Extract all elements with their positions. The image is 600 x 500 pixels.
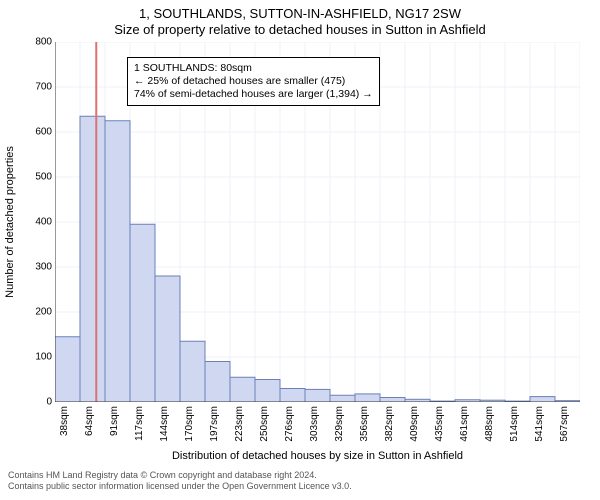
x-tick-label: 223sqm [234,406,245,442]
x-tick-label: 435sqm [434,406,445,442]
x-tick-label: 356sqm [359,406,370,442]
x-tick-label: 91sqm [109,406,120,436]
footer-line1: Contains HM Land Registry data © Crown c… [8,470,352,481]
y-tick-label: 200 [35,307,52,318]
x-tick-label: 117sqm [134,406,145,441]
x-tick-label: 303sqm [309,406,320,442]
annotation-line: 74% of semi-detached houses are larger (… [134,88,373,101]
chart-title-line1: 1, SOUTHLANDS, SUTTON-IN-ASHFIELD, NG17 … [0,6,600,21]
annotation-box: 1 SOUTHLANDS: 80sqm← 25% of detached hou… [127,57,380,106]
x-tick-label: 329sqm [334,406,345,442]
histogram-bar [80,116,105,402]
y-tick-label: 0 [46,397,52,408]
y-tick-label: 500 [35,172,52,183]
histogram-bar [355,394,380,402]
footer-line2: Contains public sector information licen… [8,481,352,492]
histogram-bar [255,380,280,403]
x-tick-label: 567sqm [559,406,570,442]
x-tick-label: 38sqm [59,406,70,436]
x-tick-label: 488sqm [484,406,495,442]
annotation-line: ← 25% of detached houses are smaller (47… [134,75,373,88]
histogram-bar [105,121,130,402]
x-tick-label: 541sqm [534,406,545,442]
y-tick-label: 300 [35,262,52,273]
y-tick-label: 800 [35,37,52,48]
histogram-bar [330,395,355,402]
x-tick-label: 276sqm [284,406,295,442]
y-axis-label: Number of detached properties [4,42,24,402]
histogram-bar [155,276,180,402]
histogram-bar [305,389,330,402]
histogram-bar [180,341,205,402]
x-tick-label: 382sqm [384,406,395,442]
histogram-bar [55,337,80,402]
x-tick-label: 197sqm [209,406,220,442]
y-tick-label: 100 [35,352,52,363]
x-tick-label: 461sqm [459,406,470,442]
y-tick-labels: 0100200300400500600700800 [34,42,54,402]
x-tick-label: 250sqm [259,406,270,442]
x-tick-label: 409sqm [409,406,420,442]
y-tick-label: 600 [35,127,52,138]
histogram-bar [230,377,255,402]
chart-plot-area: 1 SOUTHLANDS: 80sqm← 25% of detached hou… [55,42,580,402]
histogram-bar [130,224,155,402]
histogram-bar [205,362,230,403]
x-tick-labels: 38sqm 64sqm 91sqm 117sqm 144sqm 170sqm 197sqm 2… [55,402,580,450]
histogram-bar [280,389,305,403]
x-tick-label: 514sqm [509,406,520,442]
x-tick-label: 170sqm [184,406,195,442]
x-tick-label: 64sqm [84,406,95,436]
x-tick-label: 144sqm [159,406,170,442]
annotation-line: 1 SOUTHLANDS: 80sqm [134,62,373,75]
y-tick-label: 700 [35,82,52,93]
y-tick-label: 400 [35,217,52,228]
footer-attribution: Contains HM Land Registry data © Crown c… [8,470,352,492]
x-axis-label: Distribution of detached houses by size … [55,450,580,462]
chart-title-line2: Size of property relative to detached ho… [0,22,600,37]
